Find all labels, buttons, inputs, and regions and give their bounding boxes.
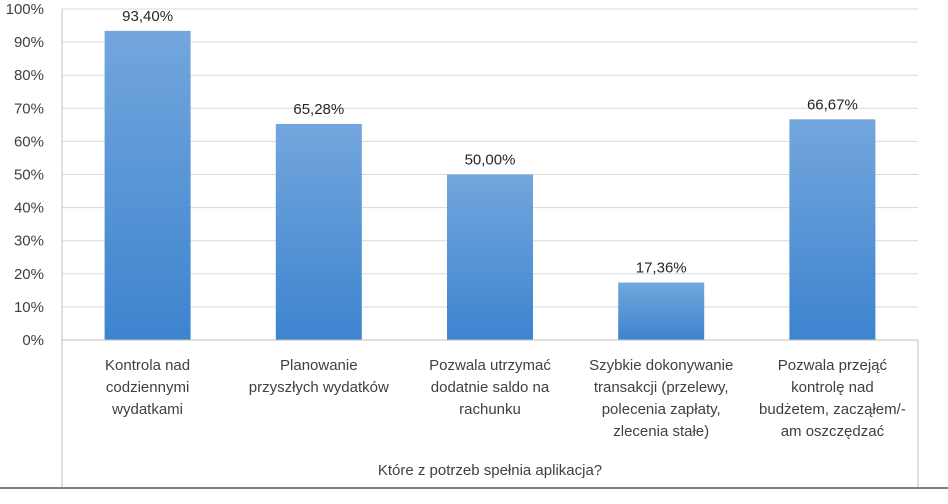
axis-frame bbox=[0, 9, 948, 489]
bars bbox=[104, 30, 876, 340]
bar bbox=[104, 30, 191, 340]
bar bbox=[447, 174, 533, 340]
y-tick-label: 50% bbox=[14, 167, 44, 184]
y-tick-label: 10% bbox=[14, 299, 44, 316]
bar bbox=[618, 282, 705, 340]
data-labels: 93,40% 65,28% 50,00% 17,36% 66,67% bbox=[122, 8, 858, 277]
y-tick-label: 30% bbox=[14, 233, 44, 250]
bar bbox=[275, 123, 362, 340]
category-label: Planowanie przyszłych wydatków bbox=[249, 357, 389, 396]
y-tick-label: 20% bbox=[14, 266, 44, 283]
bar bbox=[789, 119, 876, 340]
data-label: 93,40% bbox=[122, 8, 173, 25]
y-tick-label: 60% bbox=[14, 133, 44, 150]
data-label: 66,67% bbox=[807, 96, 858, 113]
category-label: Pozwala utrzymać dodatnie saldo na rachunk… bbox=[429, 357, 551, 418]
category-label: Kontrola nad codziennymi wydatkami bbox=[105, 357, 190, 418]
y-tick-label: 40% bbox=[14, 200, 44, 217]
x-axis-title: Które z potrzeb spełnia aplikacja? bbox=[378, 462, 602, 479]
category-label: Szybkie dokonywanie transakcji (przelewy,… bbox=[589, 357, 733, 440]
y-axis-ticks: 0% 10% 20% 30% 40% 50% 60% 70% 80% 90% 100% bbox=[6, 1, 44, 349]
category-labels: Kontrola nad codziennymi wydatkami Planowan… bbox=[105, 357, 906, 440]
data-label: 65,28% bbox=[293, 101, 344, 118]
data-label: 50,00% bbox=[465, 152, 516, 169]
y-tick-label: 90% bbox=[14, 34, 44, 51]
y-tick-label: 0% bbox=[22, 332, 44, 349]
y-tick-label: 100% bbox=[6, 1, 44, 18]
data-label: 17,36% bbox=[636, 260, 687, 277]
y-tick-label: 80% bbox=[14, 67, 44, 84]
category-label: Pozwala przejąć kontrolę nad budżetem, zac… bbox=[759, 357, 906, 440]
y-tick-label: 70% bbox=[14, 100, 44, 117]
